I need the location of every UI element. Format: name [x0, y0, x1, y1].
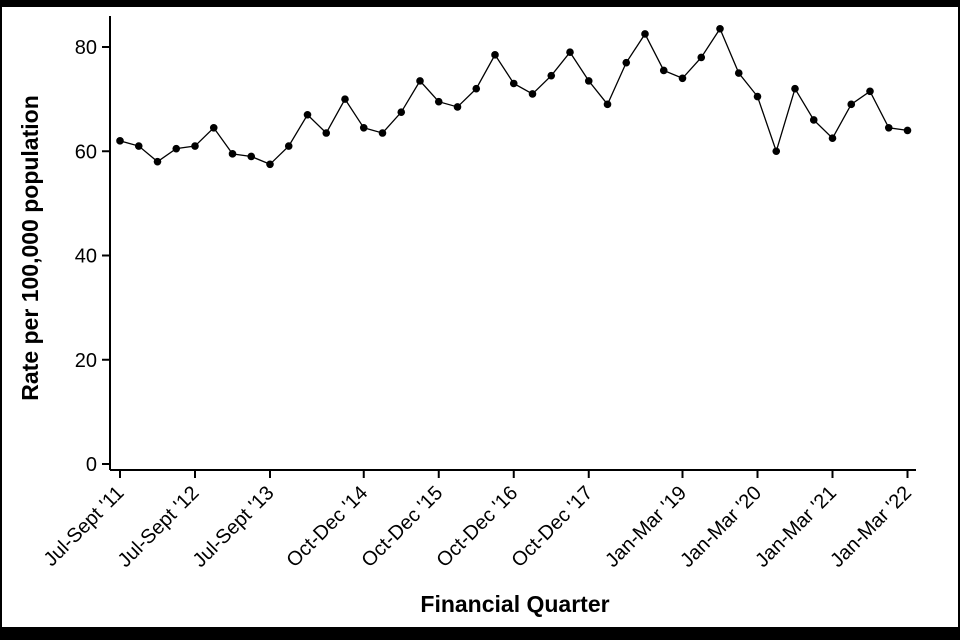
data-point — [509, 79, 518, 88]
data-point — [209, 123, 218, 132]
y-tick-label: 60 — [75, 141, 97, 163]
data-point — [359, 123, 368, 132]
data-point — [866, 87, 874, 96]
data-point — [828, 134, 837, 143]
data-point — [903, 126, 912, 135]
data-point — [322, 129, 331, 137]
data-point — [416, 77, 424, 85]
y-tick-label: 20 — [75, 350, 97, 372]
data-point — [528, 90, 537, 98]
data-point — [641, 30, 649, 38]
data-point — [153, 157, 162, 166]
data-point — [697, 53, 706, 62]
data-point — [753, 92, 762, 101]
data-point — [134, 142, 143, 150]
data-point — [172, 144, 181, 153]
data-point — [191, 142, 199, 150]
data-point — [247, 152, 256, 161]
data-point — [734, 69, 743, 77]
data-point — [659, 66, 668, 75]
data-point — [566, 48, 574, 57]
x-tick-label: Oct-Dec '17 — [508, 482, 598, 572]
data-point — [228, 150, 237, 158]
x-axis-title: Financial Quarter — [420, 591, 609, 617]
data-point — [772, 147, 781, 156]
data-point — [266, 160, 274, 169]
y-tick-label: 80 — [75, 37, 97, 59]
data-point — [491, 51, 499, 59]
data-point — [884, 123, 893, 132]
data-point — [341, 95, 349, 103]
data-point — [584, 77, 593, 85]
data-point — [116, 137, 124, 145]
data-point — [809, 116, 818, 124]
y-tick-label: 0 — [86, 454, 97, 476]
data-point — [434, 97, 443, 106]
data-point — [603, 100, 612, 109]
y-axis-title: Rate per 100,000 population — [17, 95, 43, 400]
chart-canvas — [2, 7, 958, 627]
data-point — [284, 142, 293, 150]
data-point — [397, 108, 406, 116]
data-point — [716, 24, 724, 33]
data-point — [378, 129, 387, 137]
data-point — [678, 74, 687, 83]
data-point — [847, 100, 856, 109]
x-tick-label: Jul-Sept '13 — [189, 482, 279, 572]
x-tick-label: Jan-Mar '22 — [826, 482, 916, 572]
data-point — [547, 71, 556, 80]
data-point — [622, 58, 631, 67]
data-point — [472, 84, 481, 93]
series-line — [119, 27, 908, 166]
data-point — [791, 84, 799, 93]
data-point — [303, 110, 312, 119]
y-tick-label: 40 — [75, 246, 97, 268]
data-point — [453, 103, 462, 111]
